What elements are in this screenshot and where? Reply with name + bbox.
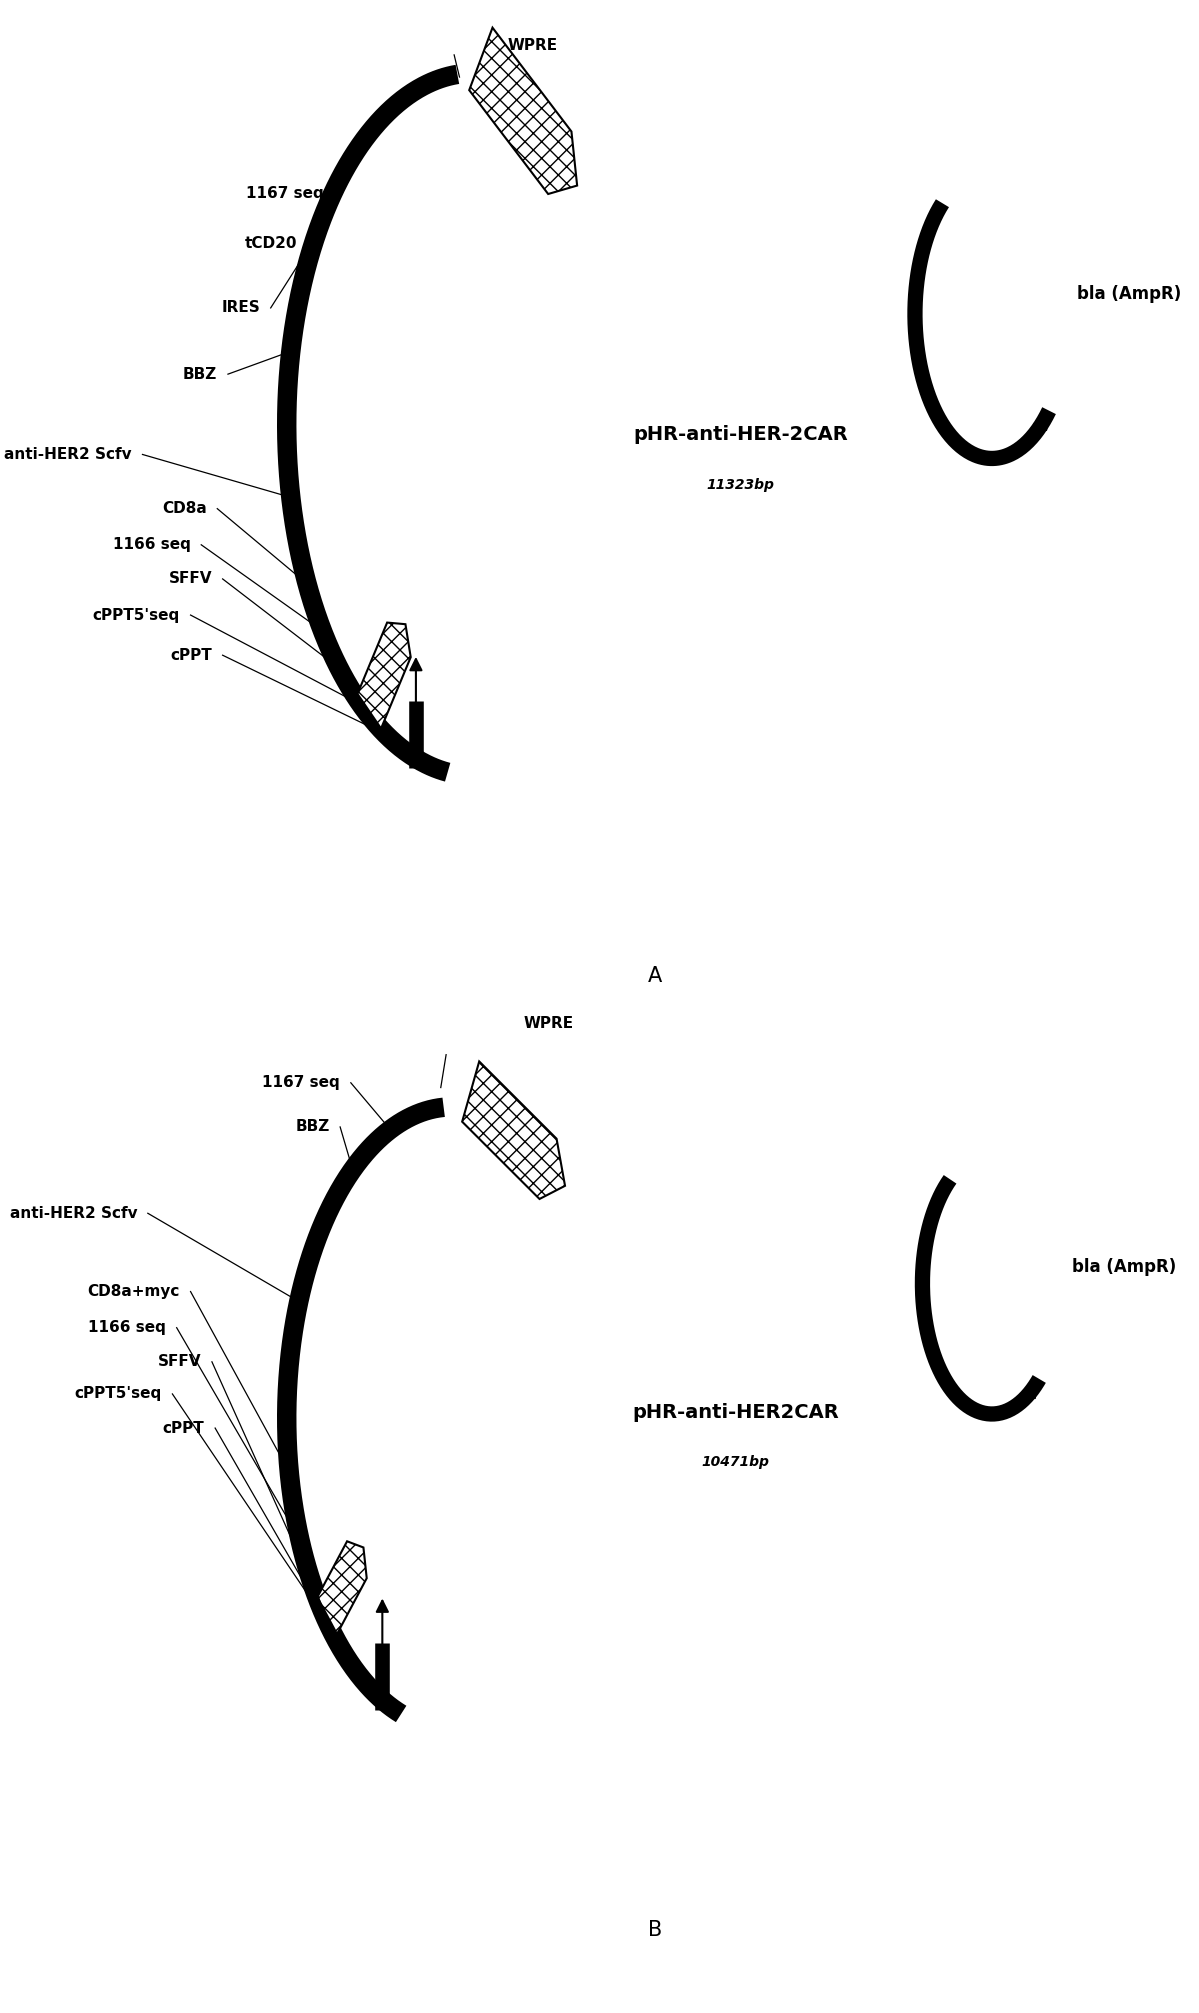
Text: anti-HER2 Scfv: anti-HER2 Scfv: [10, 1206, 137, 1220]
Polygon shape: [318, 1542, 367, 1635]
Polygon shape: [357, 622, 411, 729]
Text: 1167 seq: 1167 seq: [263, 1075, 341, 1091]
Polygon shape: [462, 1061, 565, 1200]
Text: pHR-anti-HER2CAR: pHR-anti-HER2CAR: [632, 1403, 839, 1421]
Text: tCD20: tCD20: [245, 236, 297, 252]
Polygon shape: [469, 28, 577, 193]
Text: cPPT5'seq: cPPT5'seq: [74, 1387, 162, 1401]
Text: BBZ: BBZ: [183, 366, 217, 382]
Text: cPPT: cPPT: [170, 648, 212, 662]
Text: WPRE: WPRE: [524, 1017, 573, 1031]
Text: SFFV: SFFV: [158, 1355, 201, 1369]
Text: bla (AmpR): bla (AmpR): [1078, 286, 1181, 302]
Text: CD8a+myc: CD8a+myc: [88, 1284, 180, 1298]
Text: pHR-anti-HER-2CAR: pHR-anti-HER-2CAR: [633, 425, 848, 445]
Text: BBZ: BBZ: [295, 1119, 330, 1135]
Text: cPPT: cPPT: [163, 1421, 205, 1435]
Text: cPPT5'seq: cPPT5'seq: [92, 608, 180, 622]
Text: SFFV: SFFV: [168, 572, 212, 586]
Text: 1166 seq: 1166 seq: [113, 537, 191, 552]
Text: 1167 seq: 1167 seq: [246, 185, 324, 201]
Text: anti-HER2 Scfv: anti-HER2 Scfv: [4, 447, 132, 461]
Text: IRES: IRES: [222, 300, 260, 316]
Text: A: A: [649, 966, 663, 986]
Text: CD8a: CD8a: [162, 501, 206, 515]
Text: 11323bp: 11323bp: [707, 477, 775, 491]
Text: 10471bp: 10471bp: [701, 1455, 770, 1469]
Text: 1166 seq: 1166 seq: [88, 1321, 165, 1335]
Text: bla (AmpR): bla (AmpR): [1072, 1258, 1176, 1276]
Text: B: B: [649, 1920, 663, 1941]
Text: WPRE: WPRE: [507, 38, 558, 52]
